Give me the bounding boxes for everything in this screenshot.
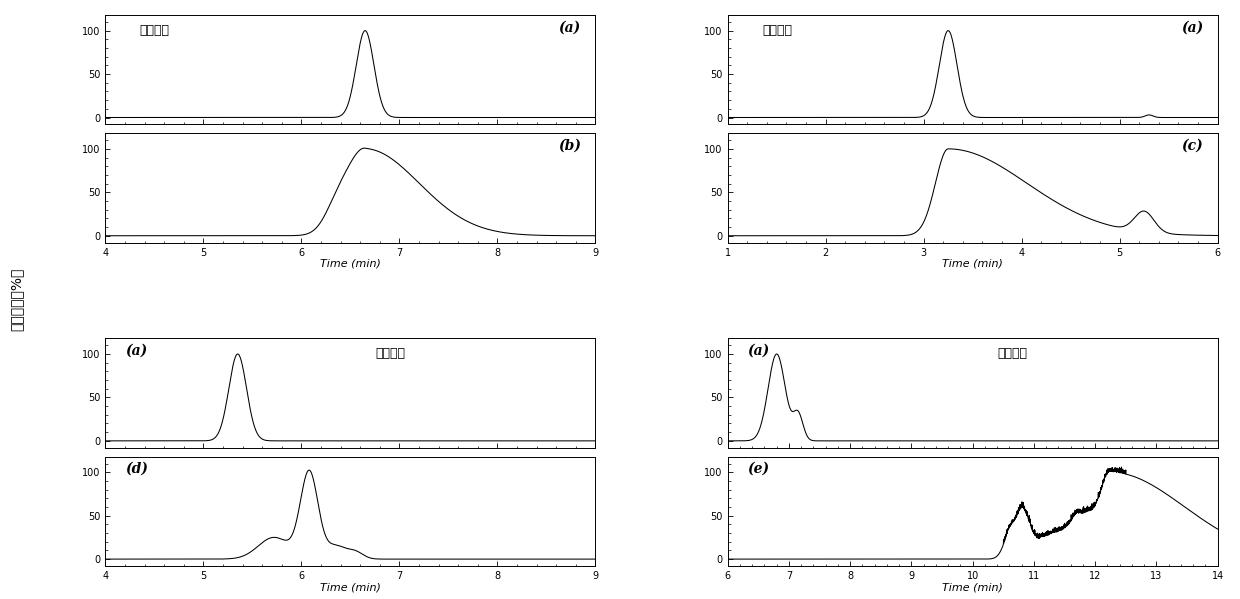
Text: (a): (a) <box>1180 20 1203 35</box>
Text: 头孢噌呔: 头孢噌呔 <box>140 24 170 37</box>
Text: 头孢吵子: 头孢吵子 <box>997 347 1027 360</box>
Text: (a): (a) <box>558 20 580 35</box>
X-axis label: Time (min): Time (min) <box>320 259 381 269</box>
Text: 相对丰度（%）: 相对丰度（%） <box>9 268 24 331</box>
X-axis label: Time (min): Time (min) <box>942 582 1003 592</box>
Text: (d): (d) <box>125 462 148 476</box>
Text: 头孢吠肴: 头孢吠肴 <box>763 24 792 37</box>
X-axis label: Time (min): Time (min) <box>320 582 381 592</box>
Text: (c): (c) <box>1182 139 1203 153</box>
Text: (b): (b) <box>558 139 580 153</box>
Text: (a): (a) <box>125 344 148 358</box>
Text: (a): (a) <box>748 344 770 358</box>
Text: (e): (e) <box>748 462 769 476</box>
X-axis label: Time (min): Time (min) <box>942 259 1003 269</box>
Text: 头孢汐林: 头孢汐林 <box>374 347 405 360</box>
